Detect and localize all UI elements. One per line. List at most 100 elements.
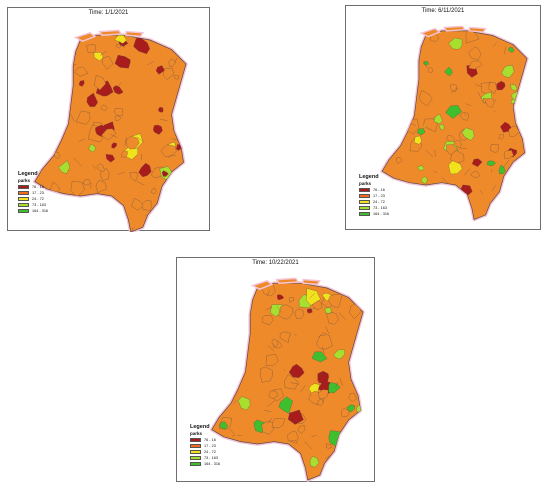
legend-1: Legend parks 76 - 16 17 - 23 24 - 72 73 …: [18, 171, 48, 214]
municipality: [173, 75, 180, 80]
municipal-border: [456, 189, 459, 192]
municipal-border: [92, 165, 97, 169]
island: [468, 26, 487, 33]
map-panel-1: Time: 1/1/2021 Legend parks 76 - 16 17 -…: [7, 7, 210, 232]
municipal-border: [463, 113, 467, 116]
municipality: [501, 65, 515, 78]
municipal-border: [477, 92, 482, 99]
municipal-border: [384, 104, 391, 110]
municipal-border: [519, 163, 521, 169]
municipal-border: [494, 209, 502, 214]
municipal-border: [252, 453, 260, 460]
legend-subtitle: parks: [18, 178, 31, 183]
legend-swatch: [18, 196, 29, 202]
netherlands-map-3: [210, 277, 365, 482]
map-geometry: [33, 29, 188, 232]
municipal-border: [492, 42, 497, 48]
municipal-border: [73, 157, 82, 167]
municipal-border: [525, 178, 527, 184]
municipal-border: [131, 227, 134, 232]
municipal-border: [335, 382, 339, 388]
municipality: [271, 338, 279, 347]
municipality: [262, 315, 274, 325]
municipality: [427, 67, 433, 73]
municipality: [448, 160, 463, 175]
municipality: [315, 332, 333, 350]
municipality: [162, 67, 174, 80]
municipal-border: [34, 228, 40, 232]
municipality: [433, 113, 443, 124]
municipality: [484, 98, 495, 108]
municipalities: [219, 283, 364, 468]
legend-swatch: [359, 187, 370, 193]
legend-item: 164 - 316: [359, 211, 389, 217]
municipal-border: [479, 190, 484, 194]
municipal-border: [464, 168, 471, 175]
legend-swatch: [190, 455, 201, 461]
municipal-border: [118, 171, 125, 175]
municipal-border: [144, 214, 147, 216]
panel-title-1: Time: 1/1/2021: [88, 10, 129, 16]
municipality: [348, 392, 357, 402]
municipal-border: [434, 197, 440, 203]
municipal-border: [503, 46, 507, 55]
municipal-border: [267, 345, 275, 352]
municipality: [324, 307, 332, 314]
municipality: [490, 144, 499, 153]
municipal-border: [92, 222, 98, 227]
panel-title-3: Time: 10/22/2021: [252, 260, 299, 266]
municipality: [446, 144, 458, 156]
legend-swatch: [190, 449, 201, 455]
municipal-border: [425, 150, 434, 158]
municipal-border: [338, 312, 346, 320]
municipality: [317, 399, 324, 406]
legend-label: 17 - 23: [204, 443, 216, 448]
municipal-border: [322, 346, 325, 354]
municipality: [306, 288, 321, 306]
municipal-border: [295, 333, 297, 336]
municipality: [309, 456, 320, 468]
municipal-border: [392, 120, 400, 124]
municipality: [73, 66, 89, 77]
legend-title: Legend: [190, 424, 210, 430]
municipal-border: [357, 429, 362, 437]
legend-label: 76 - 16: [32, 184, 44, 189]
municipal-border: [160, 119, 168, 121]
municipality: [417, 128, 426, 136]
island: [275, 277, 300, 284]
municipality: [311, 351, 328, 363]
legend-swatch: [18, 190, 29, 196]
municipality: [346, 404, 356, 412]
municipal-border: [70, 113, 75, 122]
municipality: [125, 135, 140, 150]
legend-item: 73 - 163: [18, 202, 48, 208]
municipal-border: [124, 137, 127, 145]
municipality: [471, 158, 483, 167]
map-geometry: [380, 25, 529, 222]
municipality: [95, 179, 107, 193]
municipality: [94, 75, 107, 91]
municipal-border: [166, 38, 171, 42]
municipal-border: [311, 435, 317, 437]
municipal-border: [78, 138, 85, 142]
municipality: [111, 142, 117, 149]
municipal-border: [267, 400, 276, 407]
municipality: [414, 135, 422, 145]
municipal-border: [58, 69, 62, 74]
municipality: [288, 296, 295, 303]
municipality: [333, 349, 346, 360]
island: [73, 31, 97, 42]
municipal-border: [423, 60, 428, 69]
municipality: [510, 83, 518, 92]
municipality: [284, 373, 299, 390]
legend-item: 17 - 23: [18, 190, 48, 196]
municipality: [114, 115, 121, 121]
municipality: [268, 390, 279, 399]
municipal-border: [382, 30, 386, 32]
municipal-border: [406, 186, 409, 192]
legend-swatch: [359, 199, 370, 205]
municipal-border: [115, 82, 122, 89]
legend-item: 24 - 72: [190, 449, 220, 455]
municipal-border: [503, 159, 510, 168]
municipality: [465, 30, 480, 44]
